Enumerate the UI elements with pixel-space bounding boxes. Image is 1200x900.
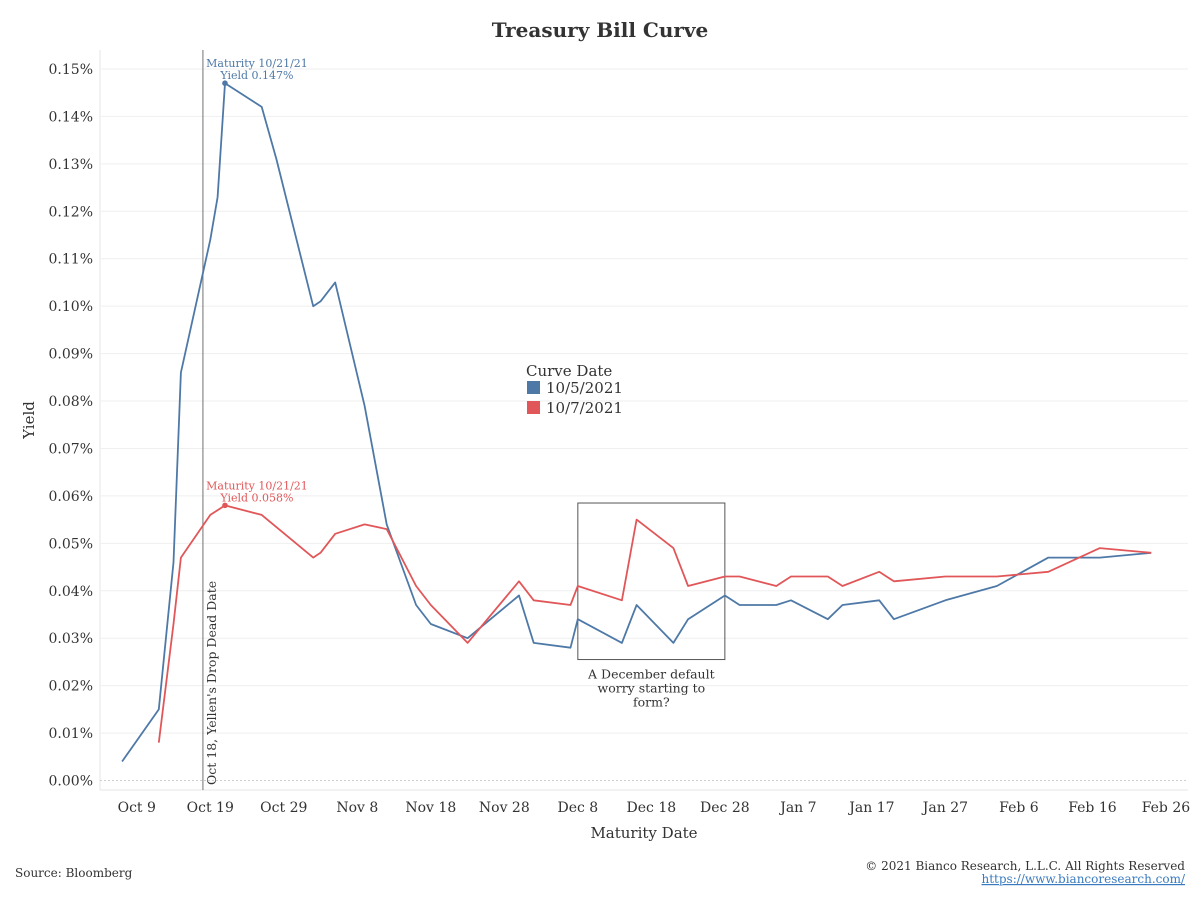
y-tick-label: 0.09% (49, 347, 93, 363)
reference-line-group: Oct 18, Yellen's Drop Dead Date (202, 50, 219, 790)
highlight-box-caption: A December default (587, 667, 715, 682)
y-tick-label: 0.10% (49, 299, 93, 315)
series-lines (121, 82, 1152, 763)
x-tick-label: Feb 6 (999, 800, 1039, 816)
peak-label-line1: Maturity 10/21/21 (206, 479, 308, 492)
y-tick-label: 0.04% (49, 584, 93, 600)
chart-title: Treasury Bill Curve (492, 18, 709, 42)
legend[interactable]: Curve Date 10/5/2021 10/7/2021 (526, 362, 623, 417)
y-tick-label: 0.13% (49, 157, 93, 173)
peak-label-line2: Yield 0.058% (219, 491, 293, 504)
series-line-2 (157, 504, 1152, 743)
peak-label-line2: Yield 0.147% (219, 69, 293, 82)
y-tick-label: 0.14% (49, 109, 93, 125)
y-tick-label: 0.12% (49, 204, 93, 220)
x-axis-label: Maturity Date (590, 824, 697, 842)
x-tick-label: Dec 8 (557, 800, 598, 816)
y-tick-label: 0.15% (49, 62, 93, 78)
copyright-note: © 2021 Bianco Research, L.L.C. All Right… (865, 859, 1185, 873)
website-link[interactable]: https://www.biancoresearch.com/ (981, 872, 1185, 886)
y-axis-label: Yield (20, 401, 38, 440)
peak-marker-series-2 (222, 502, 228, 509)
y-tick-label: 0.08% (49, 394, 93, 410)
x-axis-ticks: Oct 9 Oct 19 Oct 29 Nov 8 Nov 18 Nov 28 Dec 8 D… (118, 800, 1191, 816)
x-tick-label: Dec 18 (627, 800, 677, 816)
x-tick-label: Jan 7 (778, 800, 816, 816)
legend-title: Curve Date (526, 362, 612, 380)
x-tick-label: Dec 28 (700, 800, 750, 816)
y-tick-label: 0.01% (49, 726, 93, 742)
legend-label-series-1[interactable]: 10/5/2021 (546, 379, 623, 397)
y-tick-label: 0.11% (49, 252, 93, 268)
x-tick-label: Oct 9 (118, 800, 156, 816)
x-tick-label: Oct 19 (187, 800, 234, 816)
x-tick-label: Nov 28 (479, 800, 530, 816)
highlight-box-caption: form? (633, 695, 670, 710)
peak-label-line1: Maturity 10/21/21 (206, 57, 308, 70)
peak-marker-series-1 (222, 80, 228, 87)
x-tick-label: Nov 8 (336, 800, 378, 816)
highlight-box-caption: worry starting to (598, 681, 706, 696)
y-tick-label: 0.07% (49, 441, 93, 457)
x-tick-label: Feb 26 (1142, 800, 1191, 816)
x-tick-label: Jan 27 (921, 800, 968, 816)
y-tick-label: 0.06% (49, 489, 93, 505)
reference-line-label: Oct 18, Yellen's Drop Dead Date (204, 581, 219, 785)
x-tick-label: Jan 17 (847, 800, 894, 816)
source-note: Source: Bloomberg (15, 866, 133, 880)
legend-label-series-2[interactable]: 10/7/2021 (546, 399, 623, 417)
legend-swatch-series-2 (527, 401, 540, 414)
x-tick-label: Oct 29 (260, 800, 307, 816)
series-line-1 (121, 82, 1152, 763)
y-tick-label: 0.02% (49, 679, 93, 695)
y-tick-label: 0.03% (49, 631, 93, 647)
x-tick-label: Feb 16 (1068, 800, 1117, 816)
x-tick-label: Nov 18 (405, 800, 456, 816)
y-tick-label: 0.05% (49, 536, 93, 552)
y-axis-ticks: 0.00% 0.01% 0.02% 0.03% 0.04% 0.05% 0.06% 0.07%… (49, 62, 93, 790)
y-tick-label: 0.00% (49, 774, 93, 790)
legend-swatch-series-1 (527, 381, 540, 394)
highlight-box (577, 502, 726, 661)
gridlines (99, 50, 1188, 791)
